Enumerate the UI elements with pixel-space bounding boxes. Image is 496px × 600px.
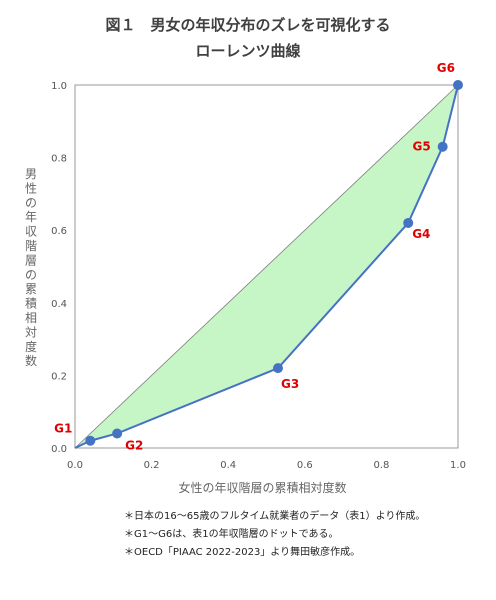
data-point [85, 435, 96, 446]
point-label: G5 [412, 140, 430, 154]
x-tick-label: 0.8 [373, 460, 389, 471]
note-3: ＊OECD「PIAAC 2022-2023」より舞田敏彦作成。 [124, 547, 361, 558]
plot-area: 0.0 0.2 0.4 0.6 0.8 1.0 0.0 0.2 0.4 0.6 0.8 1.0 女性の年… [25, 61, 466, 495]
data-point [403, 217, 414, 228]
data-point [437, 141, 448, 152]
point-label: G1 [54, 422, 72, 436]
x-tick-label: 0.6 [297, 460, 313, 471]
x-tick-label: 1.0 [450, 460, 466, 471]
x-tick-label: 0.4 [220, 460, 236, 471]
plot-frame [74, 84, 459, 449]
y-tick-label: 0.8 [51, 154, 67, 165]
data-point [112, 428, 123, 439]
note-1: ＊日本の16〜65歳のフルタイム就業者のデータ（表1）より作成。 [124, 511, 426, 522]
y-tick-label: 0.6 [51, 226, 67, 237]
data-point [272, 363, 283, 374]
y-tick-label: 0.4 [51, 299, 67, 310]
y-tick-label: 1.0 [51, 81, 67, 92]
point-label: G4 [412, 227, 430, 241]
notes: ＊日本の16〜65歳のフルタイム就業者のデータ（表1）より作成。 ＊G1〜G6は… [124, 508, 425, 562]
point-label: G3 [281, 377, 299, 391]
equality-line [74, 84, 459, 449]
x-tick-label: 0.2 [144, 460, 160, 471]
y-tick-label: 0.0 [51, 444, 67, 455]
point-label: G6 [437, 61, 455, 75]
chart-title-line-1: 図１ 男女の年収分布のズレを可視化する [105, 16, 391, 34]
point-label: G2 [125, 438, 143, 452]
y-tick-label: 0.2 [51, 371, 67, 382]
note-2: ＊G1〜G6は、表1の年収階層のドットである。 [124, 529, 339, 540]
x-tick-label: 0.0 [67, 460, 83, 471]
data-point [453, 80, 463, 90]
y-axis-label: 男性の年収階層の累積相対度数 [25, 167, 37, 368]
x-axis-label: 女性の年収階層の累積相対度数 [178, 480, 346, 495]
chart-title-line-2: ローレンツ曲線 [195, 42, 301, 60]
